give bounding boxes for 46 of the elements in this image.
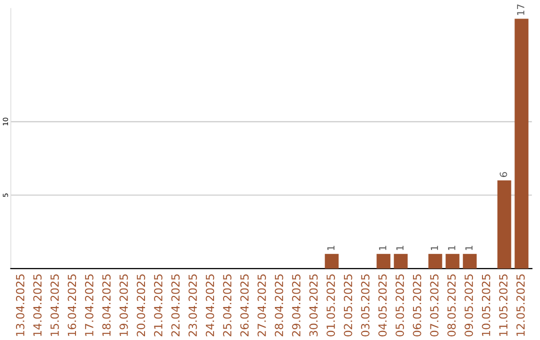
x-tick-label: 27.04.2025 <box>258 274 266 336</box>
bar <box>394 254 408 269</box>
x-tick-label: 17.04.2025 <box>84 274 94 336</box>
x-tick-label: 06.05.2025 <box>412 274 422 336</box>
x-tick-label: 02.05.2025 <box>344 274 352 336</box>
x-tick-label: 04.05.2025 <box>378 274 387 336</box>
x-tick-label: 09.05.2025 <box>464 274 474 336</box>
x-tick-label: 21.04.2025 <box>154 274 162 336</box>
data-label: 17 <box>517 4 524 15</box>
x-tick-label: 16.04.2025 <box>68 274 76 336</box>
x-tick-label: 18.04.2025 <box>102 274 111 336</box>
data-label: 1 <box>396 246 404 250</box>
data-label: 1 <box>430 246 438 250</box>
bar <box>428 254 442 269</box>
x-tick-label: 26.04.2025 <box>240 274 249 336</box>
x-tick-label: 03.05.2025 <box>361 274 370 336</box>
bar <box>462 254 477 269</box>
x-tick-label: 08.05.2025 <box>447 274 456 336</box>
x-tick-label: 20.04.2025 <box>136 274 146 336</box>
x-tick-label: 01.05.2025 <box>326 274 335 336</box>
bar <box>324 254 339 269</box>
x-tick-label: 28.04.2025 <box>274 274 284 336</box>
x-tick-label: 11.05.2025 <box>499 274 508 336</box>
x-tick-label: 14.04.2025 <box>33 274 42 336</box>
x-tick-label: 15.04.2025 <box>50 274 59 336</box>
bar <box>514 18 528 269</box>
x-tick-label: 22.04.2025 <box>171 274 180 336</box>
x-tick-label: 05.05.2025 <box>396 274 404 336</box>
data-label: 1 <box>465 246 472 250</box>
bar <box>376 254 390 269</box>
x-tick-label: 07.05.2025 <box>430 274 438 336</box>
data-label: 6 <box>500 172 508 177</box>
x-tick-label: 23.04.2025 <box>188 274 197 336</box>
x-tick-label: 25.04.2025 <box>223 274 232 336</box>
data-label: 1 <box>448 246 456 250</box>
x-tick-label: 10.05.2025 <box>482 274 490 336</box>
data-label: 1 <box>327 246 334 250</box>
x-tick-label: 29.04.2025 <box>292 274 300 336</box>
x-tick-label: 12.05.2025 <box>516 274 525 336</box>
x-tick-label: 13.04.2025 <box>16 274 24 336</box>
x-tick-label: 30.04.2025 <box>309 274 318 336</box>
bar <box>446 254 460 269</box>
x-tick-label: 19.04.2025 <box>120 274 128 336</box>
data-label: 1 <box>379 246 386 250</box>
bar <box>497 180 512 269</box>
x-tick-label: 24.04.2025 <box>206 274 214 336</box>
